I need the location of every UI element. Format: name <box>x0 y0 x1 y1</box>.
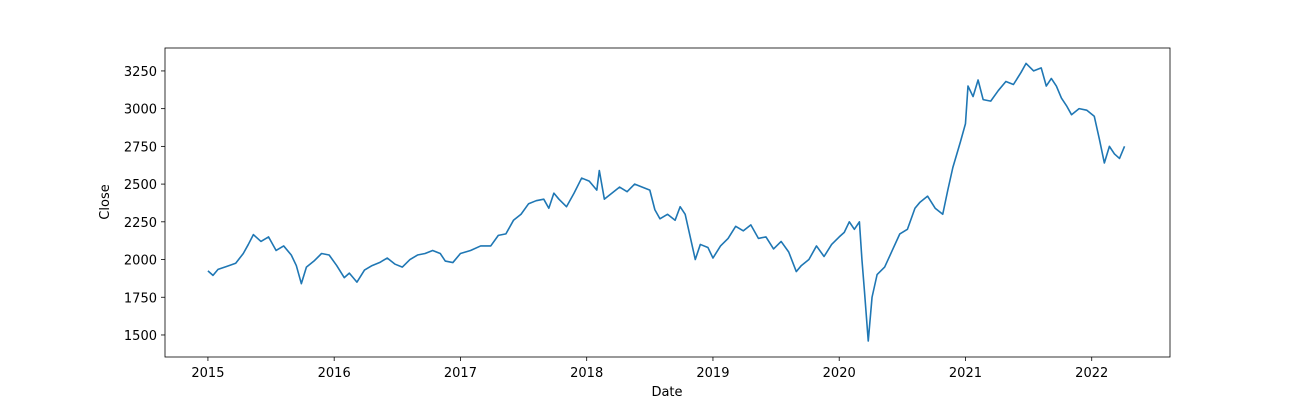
x-tick-label: 2015 <box>191 366 224 381</box>
x-tick-label: 2022 <box>1075 366 1108 381</box>
x-tick-label: 2018 <box>570 366 603 381</box>
x-tick-label: 2021 <box>949 366 982 381</box>
y-tick-label: 1500 <box>124 329 157 344</box>
y-tick-label: 2500 <box>124 178 157 193</box>
x-tick-label: 2019 <box>696 366 729 381</box>
y-tick-label: 3250 <box>124 65 157 80</box>
y-axis-label: Close <box>98 184 113 219</box>
y-tick-label: 2250 <box>124 216 157 231</box>
y-tick-label: 1750 <box>124 291 157 306</box>
y-tick-label: 2000 <box>124 254 157 269</box>
x-tick-label: 2017 <box>444 366 477 381</box>
y-tick-label: 2750 <box>124 140 157 155</box>
x-axis-label: Date <box>651 385 682 400</box>
y-tick-label: 3000 <box>124 103 157 118</box>
x-tick-label: 2016 <box>318 366 351 381</box>
plot-frame <box>164 47 1171 358</box>
line-series <box>207 62 1126 342</box>
x-tick-label: 2020 <box>823 366 856 381</box>
